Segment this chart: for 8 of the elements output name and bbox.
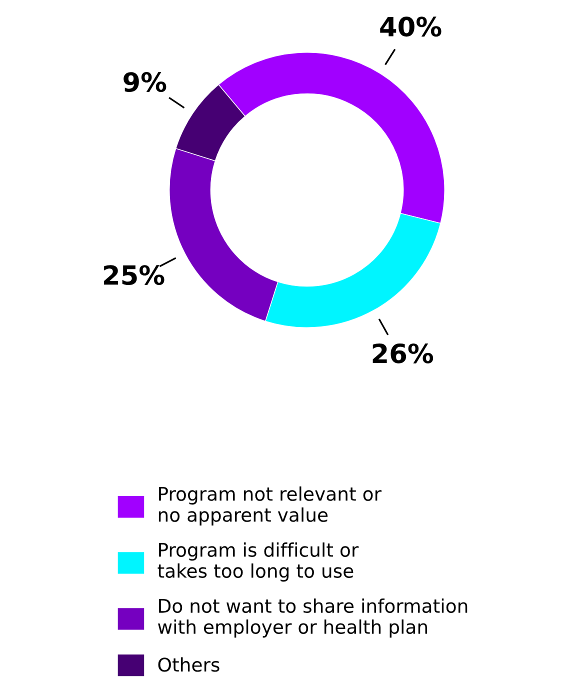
data-label: 40% xyxy=(380,16,442,37)
legend-label: Program not relevant or no apparent value xyxy=(158,486,382,526)
data-label: 25% xyxy=(104,265,164,286)
legend-label: Others xyxy=(158,657,220,672)
legend-label: Program is difficult or takes too long to use xyxy=(158,542,359,582)
legend-label: Do not want to share information with employer or health plan xyxy=(158,598,468,638)
data-label: 26% xyxy=(372,343,434,364)
data-label: 9% xyxy=(124,72,166,92)
